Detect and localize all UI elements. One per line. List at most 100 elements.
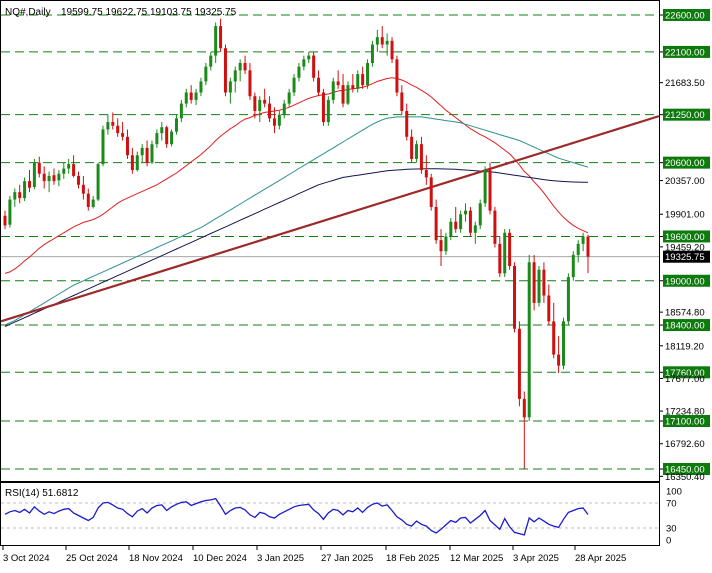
- candle-body: [179, 103, 183, 119]
- time-tick-label: 10 Dec 2024: [193, 553, 247, 564]
- price-tick-label: 17234.80: [665, 407, 705, 418]
- candle-body: [76, 175, 80, 185]
- candle-body: [493, 210, 497, 244]
- candle-body: [111, 122, 115, 126]
- candle-body: [72, 164, 76, 176]
- candle-body: [155, 133, 159, 145]
- candle-body: [223, 48, 227, 93]
- candle-body: [321, 92, 325, 123]
- candle-body: [125, 136, 129, 156]
- main-pane-border: [0, 0, 660, 482]
- candle-body: [395, 59, 399, 93]
- rsi-scale-label: 0: [666, 536, 671, 547]
- candle-body: [375, 37, 379, 45]
- price-tick-label: 18119.20: [665, 341, 704, 352]
- candle-body: [292, 77, 296, 93]
- candle-body: [468, 210, 472, 233]
- price-level-label: 17100.00: [665, 417, 705, 428]
- candle-body: [184, 92, 188, 104]
- price-level-label: 18400.00: [665, 321, 705, 332]
- candle-body: [272, 118, 276, 126]
- candle-body: [547, 295, 551, 322]
- candle-body: [302, 59, 306, 67]
- candle-body: [434, 206, 438, 241]
- candle-body: [219, 26, 223, 49]
- candle-body: [204, 66, 208, 82]
- candle-body: [130, 155, 134, 171]
- candle-body: [37, 162, 41, 174]
- candle-body: [410, 136, 414, 159]
- candle-body: [150, 144, 154, 163]
- candle-body: [498, 243, 502, 274]
- candle-body: [135, 155, 139, 171]
- candle-body: [503, 232, 507, 274]
- price-label-bg: [663, 415, 710, 428]
- price-tick-label: 18574.80: [665, 308, 705, 319]
- candle-body: [532, 262, 536, 303]
- rsi-scale-label: 30: [666, 524, 677, 535]
- time-tick-label: 25 Oct 2024: [66, 553, 118, 564]
- time-tick-label: 12 Mar 2025: [450, 553, 503, 564]
- trendline-layer: [0, 115, 660, 323]
- candle-body: [253, 96, 257, 111]
- candle-body: [351, 85, 355, 89]
- candle-body: [444, 236, 448, 252]
- price-tick-label: 16350.40: [665, 472, 705, 483]
- candle-body: [566, 277, 570, 322]
- candle-body: [517, 328, 521, 399]
- candle-body: [52, 175, 56, 182]
- candle-body: [405, 110, 409, 137]
- candle-body: [522, 398, 526, 418]
- candle-body: [67, 164, 71, 169]
- candle-body: [576, 243, 580, 255]
- candle-body: [356, 74, 360, 89]
- candle-body: [542, 269, 546, 296]
- price-label-bg: [663, 108, 710, 121]
- candle-body: [581, 236, 585, 244]
- candle-body: [552, 321, 556, 355]
- candle-body: [145, 147, 149, 163]
- candle-body: [170, 131, 174, 145]
- price-level-label: 21250.00: [665, 110, 705, 121]
- candle-body: [18, 192, 22, 199]
- price-level-label: 22100.00: [665, 47, 705, 58]
- moving-average-line: [4, 116, 589, 326]
- candle-body: [317, 77, 321, 93]
- candle-body: [160, 127, 164, 134]
- time-tick-label: 3 Jan 2025: [257, 553, 304, 564]
- candle-body: [400, 92, 404, 111]
- candle-body: [8, 199, 12, 225]
- rsi-scale-label: 70: [666, 499, 677, 510]
- candle-body: [287, 92, 291, 104]
- time-tick-label: 3 Apr 2025: [513, 553, 559, 564]
- price-label-bg: [663, 45, 710, 58]
- candle-body: [238, 62, 242, 71]
- candle-body: [537, 269, 541, 303]
- candle-body: [243, 62, 247, 71]
- candle-body: [483, 170, 487, 204]
- candle-body: [380, 37, 384, 45]
- candle-body: [429, 177, 433, 207]
- moving-average-line: [4, 77, 589, 274]
- current-price-bg: [663, 250, 710, 263]
- price-label-bg: [663, 463, 710, 475]
- candle-body: [3, 215, 7, 226]
- price-label-bg: [663, 319, 710, 332]
- candle-body: [312, 55, 316, 78]
- candle-body: [47, 175, 51, 182]
- candle-body: [189, 92, 193, 100]
- candle-body: [562, 321, 566, 366]
- price-tick-label: 20357.00: [665, 176, 705, 187]
- candle-body: [248, 70, 252, 97]
- time-tick-label: 18 Feb 2025: [386, 553, 439, 564]
- candle-body: [527, 262, 531, 418]
- time-tick-label: 27 Jan 2025: [321, 553, 373, 564]
- candle-body: [174, 118, 178, 132]
- candle-body: [214, 26, 218, 56]
- time-tick-label: 28 Apr 2025: [575, 553, 626, 564]
- rsi-pane-border: [0, 482, 660, 546]
- candle-body: [336, 81, 340, 86]
- candle-body: [488, 170, 492, 211]
- price-label-bg: [663, 274, 710, 287]
- candle-body: [478, 203, 482, 226]
